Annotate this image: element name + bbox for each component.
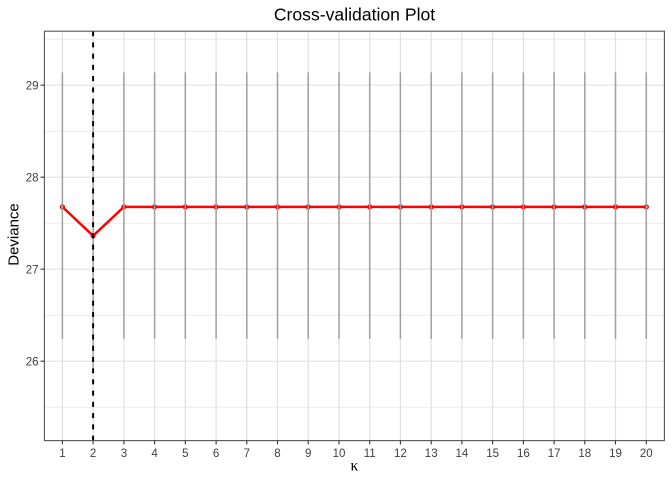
svg-text:28: 28 bbox=[26, 172, 39, 184]
svg-text:20: 20 bbox=[640, 448, 653, 460]
svg-text:29: 29 bbox=[26, 80, 39, 92]
svg-text:12: 12 bbox=[394, 448, 407, 460]
svg-text:17: 17 bbox=[548, 448, 561, 460]
svg-text:6: 6 bbox=[213, 448, 219, 460]
svg-text:16: 16 bbox=[517, 448, 530, 460]
svg-text:19: 19 bbox=[609, 448, 622, 460]
svg-text:Deviance: Deviance bbox=[6, 203, 23, 266]
svg-text:1: 1 bbox=[59, 448, 65, 460]
svg-text:2: 2 bbox=[90, 448, 96, 460]
svg-text:26: 26 bbox=[26, 356, 39, 368]
svg-text:3: 3 bbox=[121, 448, 127, 460]
svg-text:9: 9 bbox=[305, 448, 311, 460]
svg-text:5: 5 bbox=[182, 448, 188, 460]
svg-text:Cross-validation Plot: Cross-validation Plot bbox=[274, 5, 435, 25]
svg-text:8: 8 bbox=[274, 448, 280, 460]
svg-text:10: 10 bbox=[333, 448, 346, 460]
svg-text:14: 14 bbox=[456, 448, 469, 460]
svg-text:4: 4 bbox=[151, 448, 158, 460]
svg-text:15: 15 bbox=[486, 448, 499, 460]
svg-text:13: 13 bbox=[425, 448, 438, 460]
svg-text:κ: κ bbox=[350, 457, 358, 474]
svg-text:7: 7 bbox=[244, 448, 250, 460]
svg-text:11: 11 bbox=[364, 448, 376, 460]
svg-text:27: 27 bbox=[26, 264, 39, 276]
svg-text:18: 18 bbox=[578, 448, 591, 460]
